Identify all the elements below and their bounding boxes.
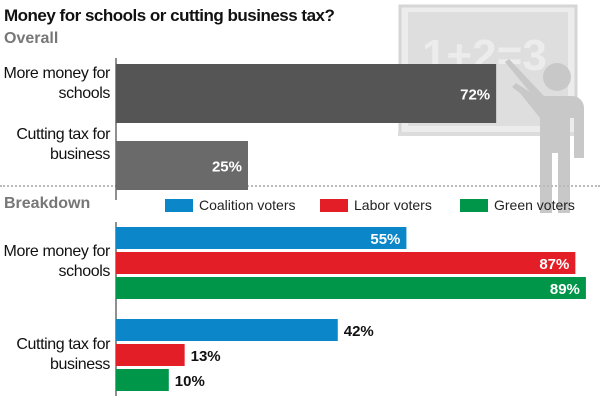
value-label: 25% <box>212 159 242 176</box>
chart-title: Money for schools or cutting business ta… <box>4 6 335 25</box>
legend-swatch <box>165 198 193 212</box>
breakdown-bar-green <box>116 369 169 391</box>
chalkboard-ledge <box>398 132 578 136</box>
category-label: Cutting tax for business <box>16 126 110 163</box>
legend-item-coalition: Coalition voters <box>165 197 296 213</box>
section-overall-label: Overall <box>4 30 59 47</box>
value-label: 89% <box>550 281 580 298</box>
overall-bar <box>116 64 497 123</box>
value-label: 10% <box>175 373 205 390</box>
value-label: 87% <box>539 256 569 273</box>
breakdown-bar-coalition <box>116 319 338 341</box>
category-label: Cutting tax for business <box>16 336 110 373</box>
value-label: 55% <box>370 231 400 248</box>
teacher-icon <box>505 59 584 213</box>
legend-item-green: Green voters <box>460 197 575 213</box>
legend-item-labor: Labor voters <box>320 197 432 213</box>
overall-bar <box>116 141 248 190</box>
value-label: 13% <box>191 348 221 365</box>
breakdown-bar-green <box>116 277 586 299</box>
breakdown-bar-labor <box>116 344 185 366</box>
value-label: 72% <box>460 87 490 104</box>
section-breakdown-label: Breakdown <box>4 195 91 212</box>
category-label: More money for schools <box>3 243 111 280</box>
breakdown-bar-coalition <box>116 227 407 249</box>
section-divider <box>0 185 600 187</box>
legend-swatch <box>460 198 488 212</box>
value-label: 42% <box>344 323 374 340</box>
legend-swatch <box>320 198 348 212</box>
category-label: More money for schools <box>3 65 111 102</box>
breakdown-bar-labor <box>116 252 576 274</box>
legend-label: Green voters <box>494 197 575 213</box>
legend-label: Coalition voters <box>199 197 296 213</box>
legend-label: Labor voters <box>354 197 432 213</box>
